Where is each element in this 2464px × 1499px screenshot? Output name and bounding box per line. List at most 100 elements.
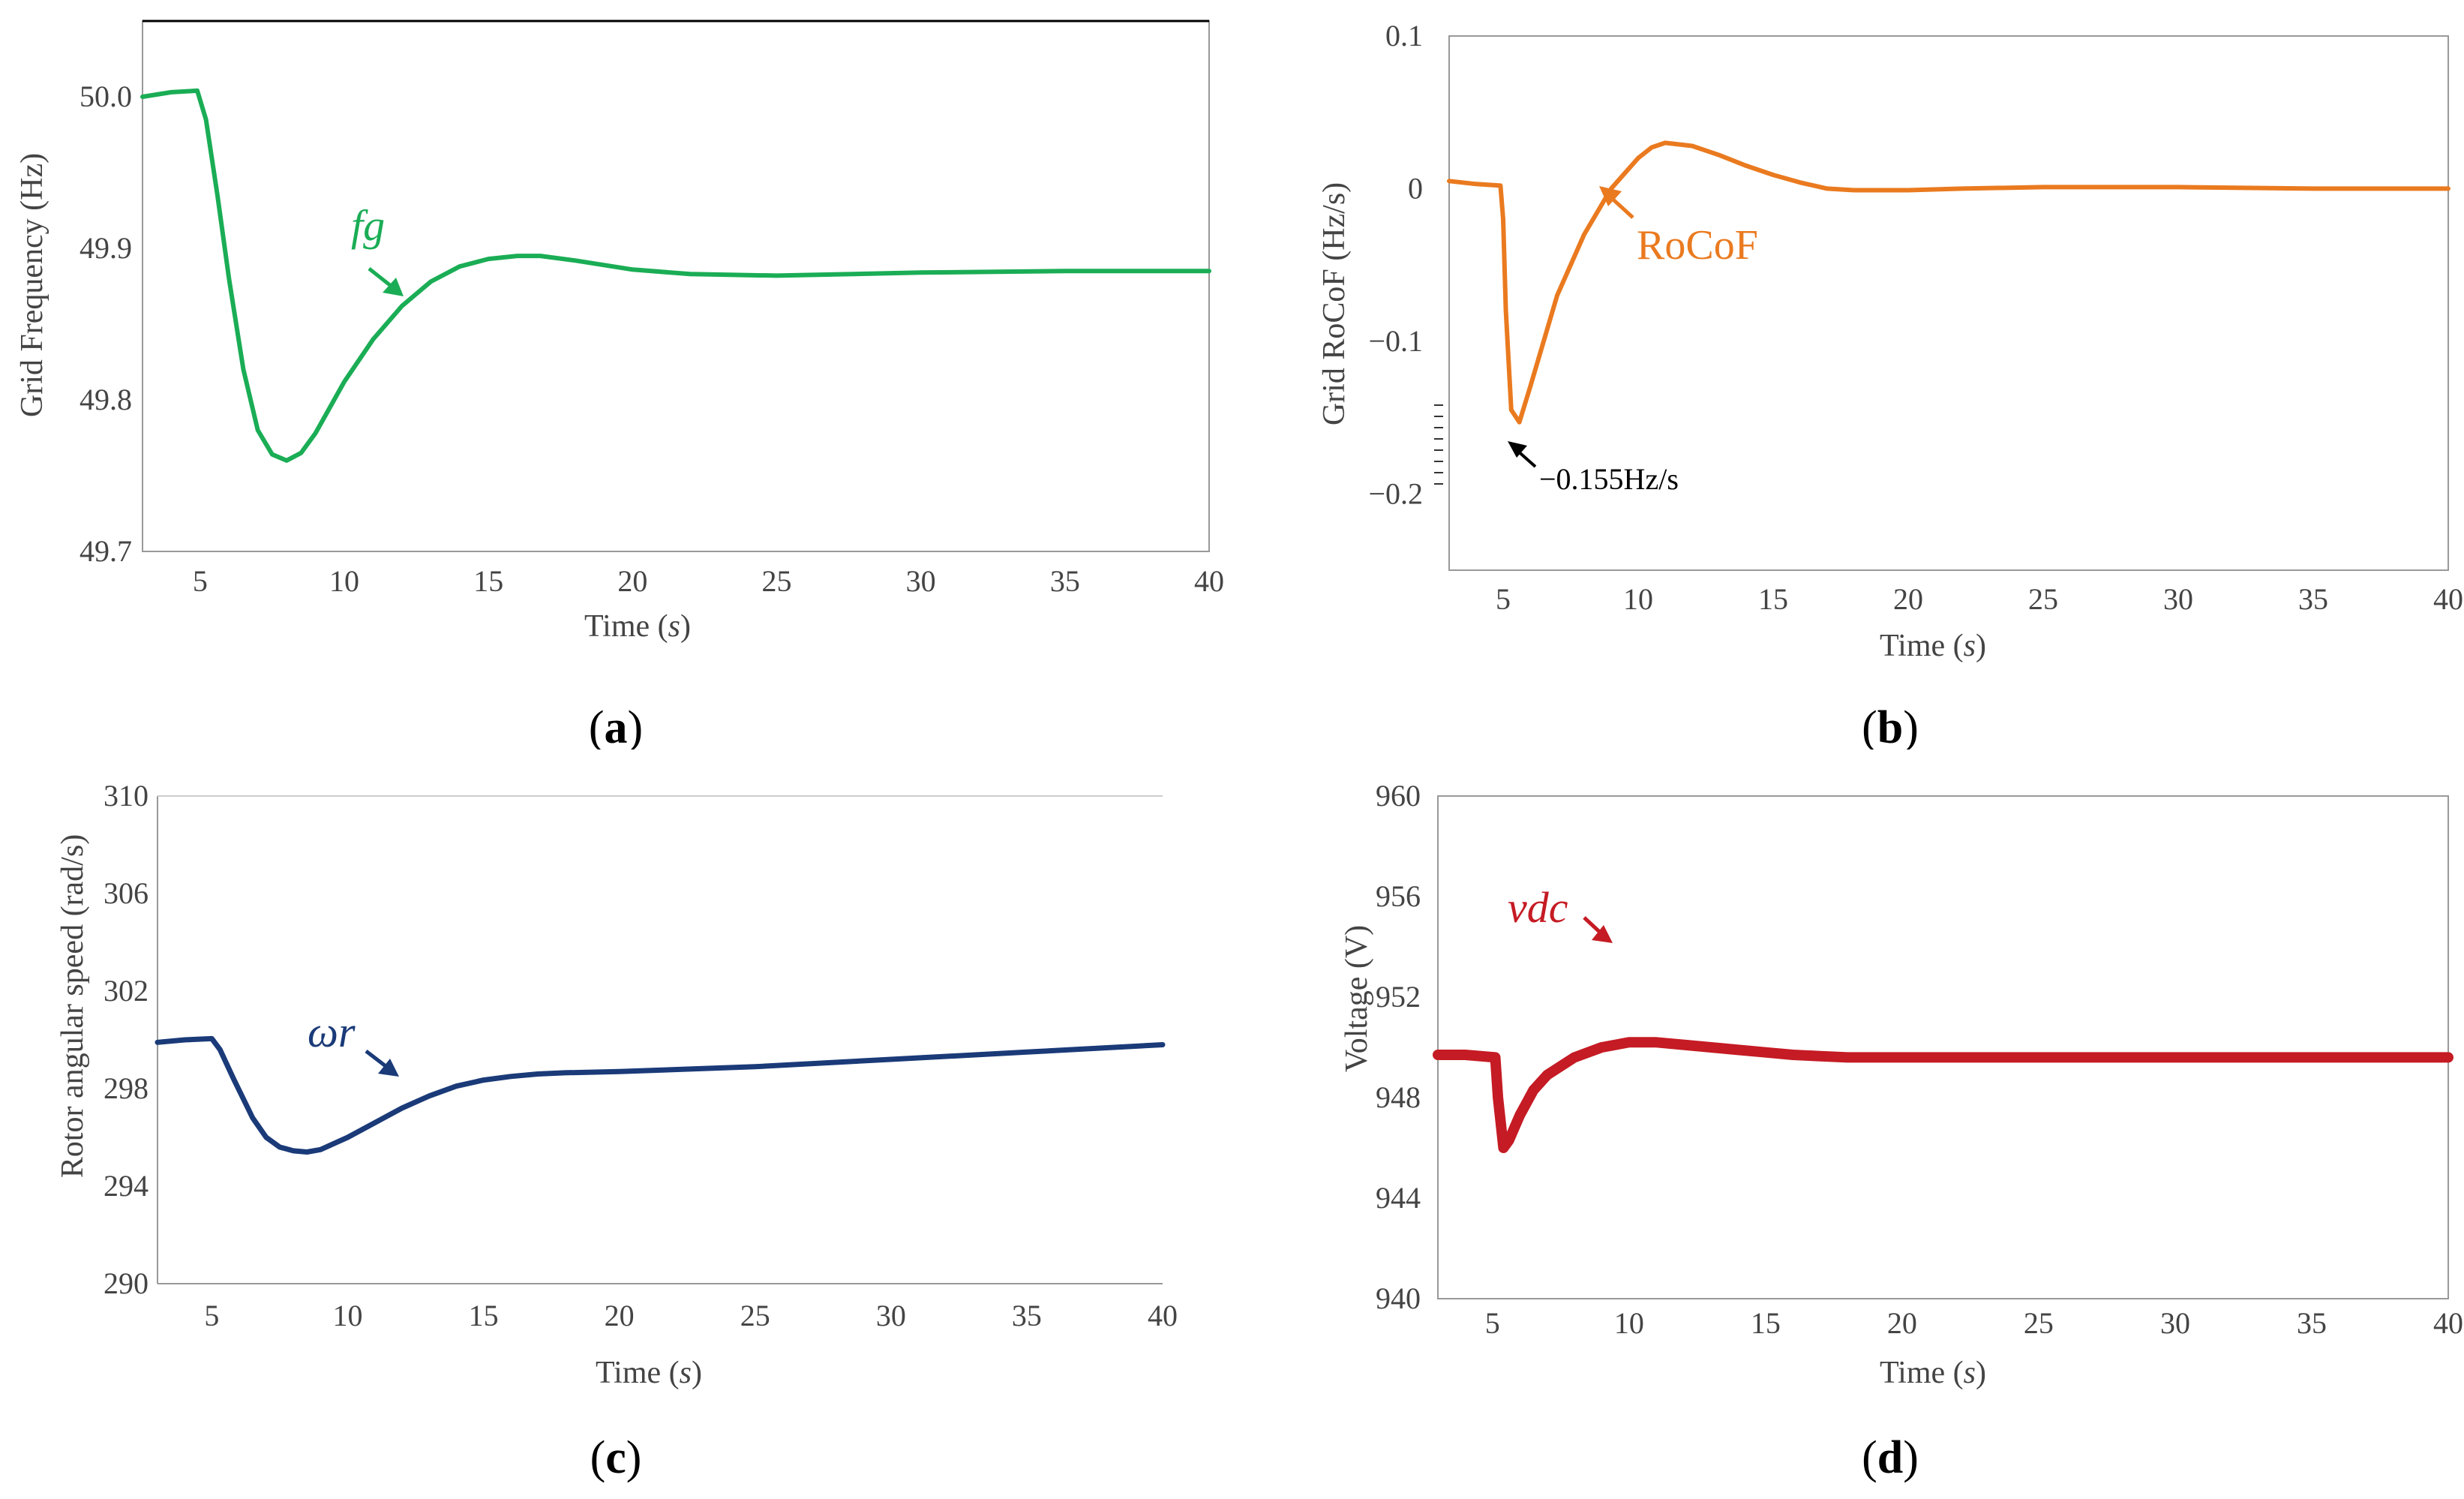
x-tick-label: 30 xyxy=(2160,1306,2190,1340)
x-tick-label: 20 xyxy=(617,564,647,598)
x-axis-label-text: Time xyxy=(584,609,650,644)
annotation-vdc-arrow xyxy=(1583,916,1613,943)
y-axis-label: Grid Frequency (Hz) xyxy=(15,153,50,417)
y-tick-label: 960 xyxy=(1376,779,1421,813)
x-tick-label: 20 xyxy=(1893,582,1923,616)
plot-frame xyxy=(1437,795,2449,1299)
x-axis-label: Time (s) xyxy=(1880,1356,1986,1390)
x-ticks: 5 10 15 20 25 30 35 40 xyxy=(204,1299,1178,1332)
annotation-rocof-arrow xyxy=(1599,186,1634,219)
y-axis-label: Rotor angular speed (rad/s) xyxy=(56,834,90,1178)
y-tick-label: 298 xyxy=(104,1071,149,1105)
y-tick-label: 306 xyxy=(104,876,149,910)
plot-frame xyxy=(142,20,1210,552)
y-axis-label: Voltage (V) xyxy=(1340,925,1374,1072)
x-axis-label: Time (s) xyxy=(596,1356,702,1390)
x-tick-label: 5 xyxy=(193,564,208,598)
y-tick-label: 49.7 xyxy=(80,534,132,568)
y-axis-label: Grid RoCoF (Hz/s) xyxy=(1317,182,1352,425)
y-tick-label: 302 xyxy=(104,974,149,1008)
y-ticks: 49.7 49.8 49.9 50.0 xyxy=(80,80,132,568)
x-tick-label: 5 xyxy=(1496,582,1511,616)
chart-d-svg: 5 10 15 20 25 30 35 40 940 944 948 952 956 960 Volta… xyxy=(1340,779,2463,1483)
plot-border xyxy=(142,20,1210,552)
x-tick-label: 20 xyxy=(1887,1306,1917,1340)
y-tick-label: 952 xyxy=(1376,980,1421,1014)
x-axis-unit: s xyxy=(1964,629,1976,663)
y-tick-label: 948 xyxy=(1376,1080,1421,1114)
x-tick-label: 10 xyxy=(1623,582,1653,616)
y-ticks: 940 944 948 952 956 960 xyxy=(1376,779,1421,1315)
x-tick-label: 15 xyxy=(469,1299,499,1332)
series xyxy=(1447,140,2450,425)
panel-label-c: (c) xyxy=(590,1432,642,1483)
panel-a: 5 10 15 20 25 30 35 40 49.7 49.8 49.9 50.0 Grid Fr… xyxy=(0,0,1232,750)
x-tick-label: 25 xyxy=(2028,582,2058,616)
x-tick-label: 15 xyxy=(1758,582,1788,616)
x-tick-label: 15 xyxy=(473,564,503,598)
panel-d: 5 10 15 20 25 30 35 40 940 944 948 952 956 960 Volta… xyxy=(1232,750,2464,1499)
series-line-b xyxy=(1447,140,2450,425)
x-tick-label: 10 xyxy=(329,564,359,598)
x-axis-label-text: Time xyxy=(1880,1356,1945,1390)
x-tick-label: 25 xyxy=(762,564,792,598)
x-tick-label: 5 xyxy=(204,1299,219,1332)
x-tick-label: 30 xyxy=(876,1299,906,1332)
x-tick-label: 20 xyxy=(605,1299,635,1332)
annotation-min-arrow xyxy=(1508,441,1537,468)
x-axis-unit: s xyxy=(668,609,680,644)
x-ticks: 5 10 15 20 25 30 35 40 xyxy=(1496,582,2463,616)
x-tick-label: 30 xyxy=(2163,582,2193,616)
x-tick-label: 40 xyxy=(1194,564,1224,598)
y-tick-label: 944 xyxy=(1376,1181,1421,1215)
plot-border xyxy=(1437,795,2449,1299)
series-line-a xyxy=(140,88,1211,463)
y-tick-label: −0.2 xyxy=(1368,476,1423,510)
y-tick-label: 940 xyxy=(1376,1281,1421,1315)
y-tick-label: 294 xyxy=(104,1169,149,1203)
x-tick-label: 40 xyxy=(1148,1299,1178,1332)
annotation-omega: ωr xyxy=(308,1008,356,1056)
chart-b-svg: 5 10 15 20 25 30 35 40 −0.2 −0.1 0 0.1 Grid RoCoF … xyxy=(1317,19,2463,750)
y-tick-label: 310 xyxy=(104,779,149,813)
x-tick-label: 25 xyxy=(2024,1306,2054,1340)
y-tick-label: 49.8 xyxy=(80,383,132,416)
y-tick-label: 956 xyxy=(1376,879,1421,913)
y-tick-label: 50.0 xyxy=(80,80,132,113)
annotation-fg: fg xyxy=(351,201,385,250)
chart-a-svg: 5 10 15 20 25 30 35 40 49.7 49.8 49.9 50.0 Grid Fr… xyxy=(15,20,1224,750)
minor-y-ticks xyxy=(1434,404,1443,485)
series-line-d xyxy=(1433,1037,2453,1153)
annotation-min-value: −0.155Hz/s xyxy=(1539,462,1679,496)
x-axis-label-text: Time xyxy=(596,1356,661,1390)
annotation-omega-text: ωr xyxy=(308,1008,356,1056)
annotation-omega-arrow xyxy=(365,1050,399,1077)
y-tick-label: 0 xyxy=(1408,171,1423,205)
x-tick-label: 40 xyxy=(2433,582,2463,616)
series xyxy=(155,1035,1166,1155)
x-axis-unit: s xyxy=(680,1356,692,1390)
y-ticks: −0.2 −0.1 0 0.1 xyxy=(1368,19,1423,510)
y-tick-label: −0.1 xyxy=(1368,324,1423,358)
y-tick-label: 290 xyxy=(104,1266,149,1300)
x-tick-label: 15 xyxy=(1751,1306,1781,1340)
x-tick-label: 35 xyxy=(2298,582,2328,616)
annotation-fg-arrow xyxy=(368,267,404,296)
y-tick-label: 0.1 xyxy=(1385,19,1423,53)
annotation-rocof: RoCoF xyxy=(1637,222,1758,269)
panel-c: 5 10 15 20 25 30 35 40 290 294 298 302 306 310 Rotor… xyxy=(0,750,1232,1499)
panel-label-a: (a) xyxy=(589,702,643,750)
x-tick-label: 40 xyxy=(2433,1306,2463,1340)
series-line-c xyxy=(155,1035,1166,1155)
x-axis-label: Time (s) xyxy=(584,609,691,644)
x-ticks: 5 10 15 20 25 30 35 40 xyxy=(193,564,1224,598)
x-axis-label-text: Time xyxy=(1880,629,1945,663)
panel-label-b: (b) xyxy=(1862,702,1919,750)
x-tick-label: 35 xyxy=(1050,564,1080,598)
series xyxy=(140,88,1211,463)
x-axis-unit: s xyxy=(1964,1356,1976,1390)
panel-b: 5 10 15 20 25 30 35 40 −0.2 −0.1 0 0.1 Grid RoCoF … xyxy=(1232,0,2464,750)
panel-label-d: (d) xyxy=(1862,1432,1919,1483)
x-tick-label: 10 xyxy=(1614,1306,1644,1340)
plot-frame xyxy=(1448,35,2449,571)
